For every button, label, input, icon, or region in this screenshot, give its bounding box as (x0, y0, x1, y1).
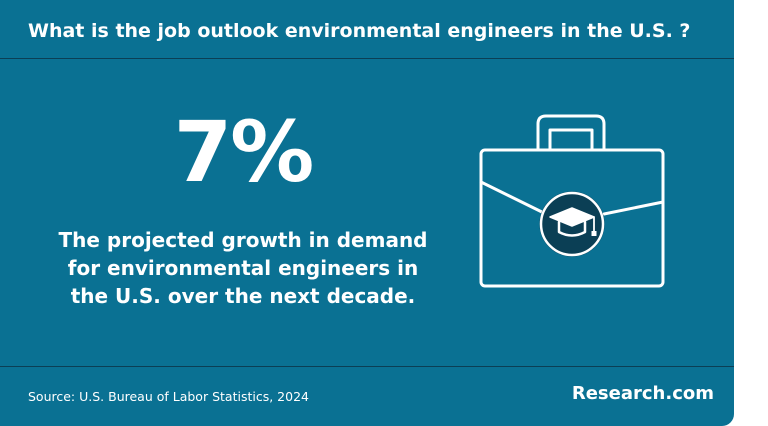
source-text: Source: U.S. Bureau of Labor Statistics,… (28, 389, 309, 404)
stat-description: The projected growth in demand for envir… (58, 228, 428, 308)
stat-value: 7% (173, 103, 315, 201)
page-title: What is the job outlook environmental en… (28, 20, 691, 42)
header-divider (0, 58, 734, 59)
brand-logo: Research.com (571, 383, 714, 404)
infographic-card: What is the job outlook environmental en… (0, 0, 734, 426)
briefcase-graduation-cap-icon (479, 114, 665, 288)
footer-divider (0, 366, 734, 367)
